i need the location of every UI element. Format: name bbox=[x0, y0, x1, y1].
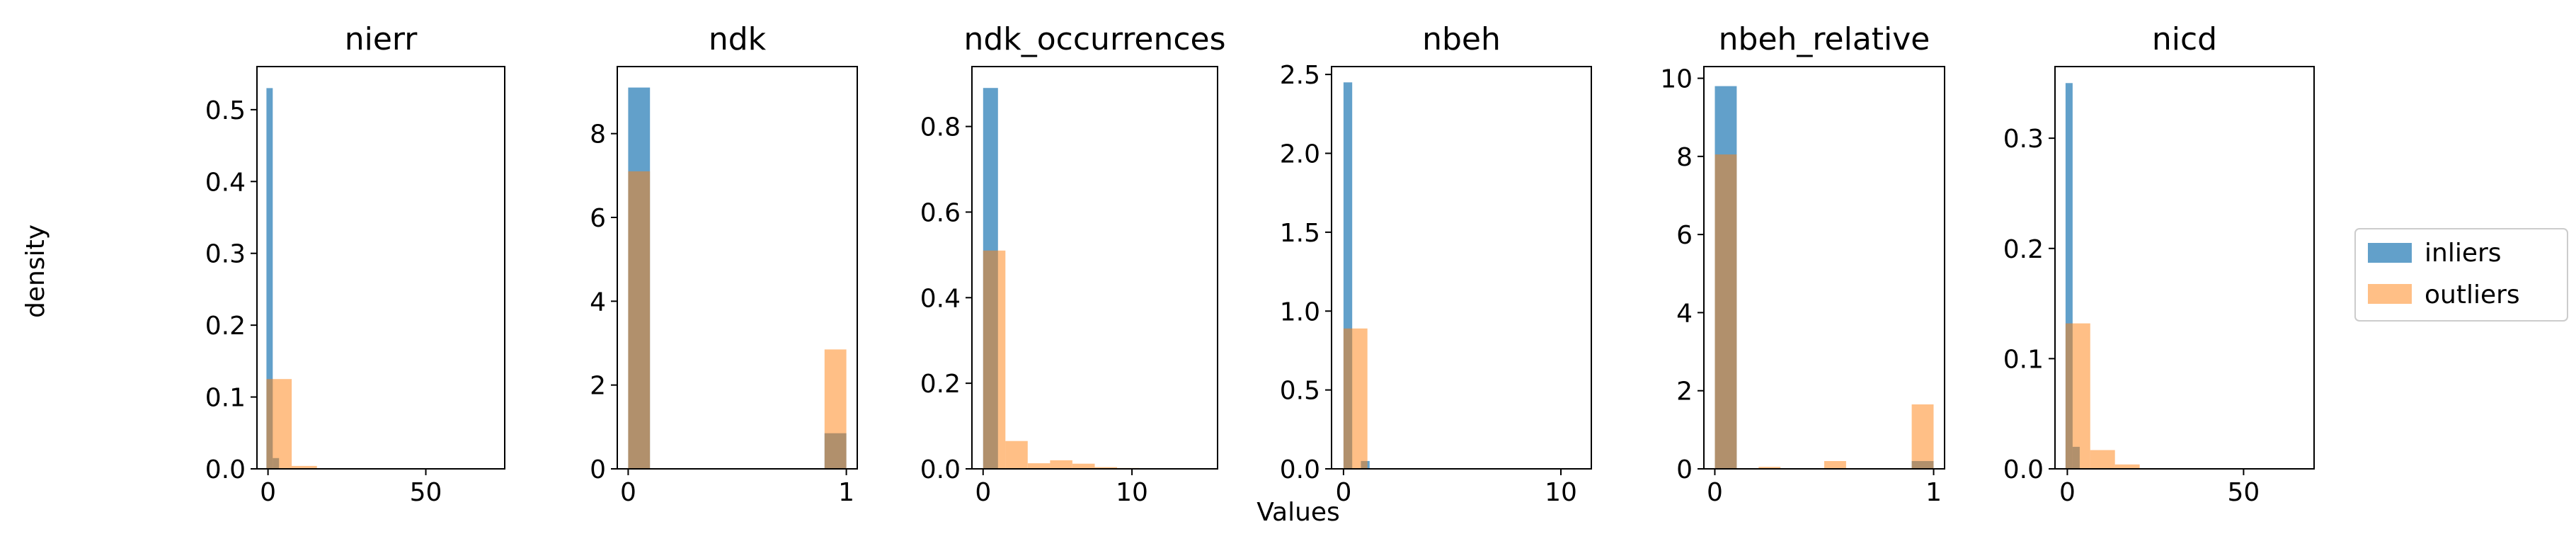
y-tick-label: 0 bbox=[590, 455, 606, 484]
y-tick-label: 0.0 bbox=[2003, 455, 2044, 484]
x-tick-label: 1 bbox=[838, 478, 854, 507]
y-tick-label: 0.0 bbox=[205, 455, 246, 484]
bar-outliers-0 bbox=[1715, 154, 1737, 469]
figure-xlabel: Values bbox=[1256, 498, 1340, 527]
legend: inliers outliers bbox=[2354, 228, 2568, 322]
y-tick-label: 4 bbox=[1676, 299, 1693, 328]
y-tick-label: 0.1 bbox=[2003, 345, 2044, 374]
bar-outliers-0 bbox=[266, 379, 292, 469]
y-tick-label: 4 bbox=[590, 288, 606, 317]
subplot-title: nierr bbox=[345, 21, 418, 57]
y-tick-label: 2.5 bbox=[1280, 61, 1320, 90]
y-tick-label: 0.5 bbox=[205, 96, 246, 125]
legend-swatch-outliers bbox=[2368, 284, 2412, 304]
y-tick-label: 0.3 bbox=[205, 240, 246, 269]
subplot-nbeh-relative: 0 2 4 6 8 10 0 1 nbeh_relative bbox=[1660, 21, 1945, 507]
legend-label-inliers: inliers bbox=[2425, 239, 2502, 268]
x-tick-label: 0 bbox=[260, 478, 276, 507]
subplot-title: nbeh_relative bbox=[1719, 21, 1930, 57]
x-tick-label: 50 bbox=[2228, 478, 2260, 507]
bar-outliers-3 bbox=[1050, 460, 1072, 469]
bar-outliers-1 bbox=[2090, 450, 2115, 469]
axes-frame bbox=[971, 66, 1218, 470]
x-tick-label: 0 bbox=[1707, 478, 1723, 507]
y-tick-label: 0.0 bbox=[920, 455, 961, 484]
bar-outliers-1 bbox=[292, 465, 317, 469]
y-tick-label: 1.5 bbox=[1280, 219, 1320, 248]
x-tick-label: 50 bbox=[410, 478, 442, 507]
legend-label-outliers: outliers bbox=[2425, 280, 2520, 309]
subplot-ndk: 0 2 4 6 8 0 1 ndk bbox=[590, 21, 858, 507]
axes-frame bbox=[2054, 66, 2315, 470]
axes-frame bbox=[617, 66, 858, 470]
y-tick-label: 6 bbox=[590, 204, 606, 233]
y-tick-label: 0 bbox=[1676, 455, 1693, 484]
y-tick-label: 2 bbox=[590, 372, 606, 401]
bar-outliers-0 bbox=[1343, 328, 1368, 469]
y-tick-label: 0.6 bbox=[920, 198, 961, 227]
bar-inliers-0 bbox=[2065, 83, 2073, 470]
subplot-title: nicd bbox=[2152, 21, 2217, 57]
bar-outliers-3 bbox=[1911, 404, 1934, 469]
x-tick-label: 0 bbox=[620, 478, 636, 507]
y-tick-label: 0.3 bbox=[2003, 125, 2044, 154]
y-tick-label: 0.0 bbox=[1280, 455, 1320, 484]
bar-outliers-1 bbox=[1758, 467, 1781, 469]
bar-outliers-2 bbox=[1027, 463, 1051, 469]
bar-outliers-0 bbox=[2065, 323, 2090, 469]
bar-outliers-5 bbox=[1094, 467, 1117, 469]
subplot-title: nbeh bbox=[1422, 21, 1501, 57]
axes-frame bbox=[1703, 66, 1945, 470]
y-tick-label: 0.4 bbox=[205, 168, 246, 197]
bar-outliers-2 bbox=[1824, 461, 1846, 469]
x-tick-label: 1 bbox=[1925, 478, 1942, 507]
y-tick-label: 0.8 bbox=[920, 113, 961, 142]
y-tick-label: 10 bbox=[1660, 65, 1693, 94]
y-tick-label: 0.1 bbox=[205, 384, 246, 413]
bar-inliers-0 bbox=[266, 88, 273, 469]
subplot-nbeh: 0.0 0.5 1.0 1.5 2.0 2.5 0 10 nbeh bbox=[1280, 21, 1592, 507]
y-tick-label: 0.2 bbox=[920, 370, 961, 399]
bar-outliers-1 bbox=[824, 349, 847, 469]
bar-outliers-2 bbox=[2114, 464, 2140, 469]
y-tick-label: 0.2 bbox=[205, 312, 246, 341]
x-tick-label: 10 bbox=[1545, 478, 1577, 507]
bar-outliers-4 bbox=[1072, 463, 1095, 469]
x-tick-label: 10 bbox=[1116, 478, 1148, 507]
y-tick-label: 2 bbox=[1676, 377, 1693, 407]
y-tick-label: 8 bbox=[1676, 143, 1693, 172]
subplot-ndk-occurrences: 0.0 0.2 0.4 0.6 0.8 0 10 ndk_occurrences bbox=[920, 21, 1226, 507]
y-tick-label: 2.0 bbox=[1280, 140, 1320, 169]
subplot-nierr: 0.0 0.1 0.2 0.3 0.4 0.5 0 50 nierr bbox=[205, 21, 505, 507]
x-tick-label: 0 bbox=[2059, 478, 2076, 507]
y-tick-label: 8 bbox=[590, 120, 606, 149]
subplot-nicd: 0.0 0.1 0.2 0.3 0 50 nicd bbox=[2003, 21, 2315, 507]
bar-outliers-0 bbox=[983, 250, 1006, 469]
axes-frame bbox=[256, 66, 505, 470]
bar-outliers-1 bbox=[1005, 441, 1028, 469]
figure-ylabel: density bbox=[21, 225, 50, 318]
y-tick-label: 0.5 bbox=[1280, 377, 1320, 406]
x-tick-label: 0 bbox=[975, 478, 991, 507]
y-tick-label: 1.0 bbox=[1280, 297, 1320, 326]
y-tick-label: 0.2 bbox=[2003, 235, 2044, 264]
subplot-title: ndk bbox=[709, 21, 767, 57]
bar-outliers-0 bbox=[628, 171, 651, 469]
y-tick-label: 6 bbox=[1676, 221, 1693, 250]
axes-frame bbox=[1331, 66, 1592, 470]
legend-swatch-inliers bbox=[2368, 243, 2412, 263]
y-tick-label: 0.4 bbox=[920, 284, 961, 313]
x-tick-label: 0 bbox=[1335, 478, 1351, 507]
subplot-title: ndk_occurrences bbox=[963, 21, 1225, 57]
